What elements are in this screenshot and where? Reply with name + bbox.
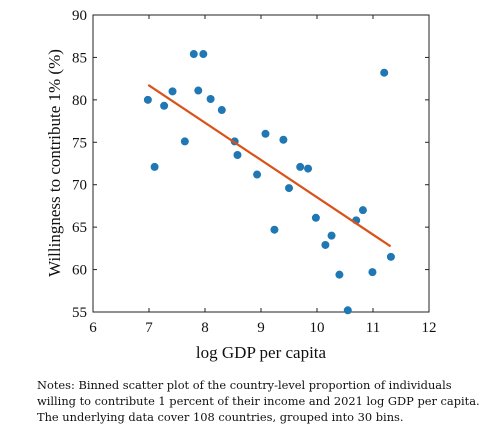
x-axis-ticks: 6 7 8 9 10 11 12 [89, 15, 437, 336]
data-point [199, 50, 208, 59]
data-point [160, 101, 169, 110]
x-tick-label: 7 [145, 320, 153, 336]
x-tick-label: 9 [257, 320, 265, 336]
data-point [380, 68, 389, 77]
y-tick-label: 60 [72, 263, 87, 279]
y-tick-label: 90 [72, 8, 87, 24]
y-tick-label: 85 [72, 50, 87, 66]
y-axis-label: Willingness to contribute 1% (%) [45, 49, 64, 277]
fit-line [147, 84, 391, 247]
y-tick-label: 80 [72, 93, 87, 109]
data-point [253, 170, 262, 179]
y-tick-label: 70 [72, 178, 87, 194]
fit-line-layer [147, 84, 391, 247]
x-tick-label: 12 [422, 320, 437, 336]
data-point [321, 240, 330, 249]
data-point [358, 206, 367, 215]
data-point [261, 129, 270, 138]
data-point [279, 135, 288, 144]
data-point [296, 162, 305, 171]
x-tick-label: 6 [89, 320, 97, 336]
plot-frame [92, 14, 430, 313]
x-tick-label: 8 [201, 320, 209, 336]
y-tick-label: 65 [72, 220, 87, 236]
scatter-plot: 6 7 8 9 10 11 12 55 60 65 70 75 80 85 90 log GDP per … [45, 8, 437, 362]
data-point [143, 95, 152, 104]
figure-caption: Notes: Binned scatter plot of the countr… [37, 378, 480, 424]
x-axis-label: log GDP per capita [196, 343, 327, 362]
y-axis-ticks: 55 60 65 70 75 80 85 90 [72, 8, 429, 321]
data-point [285, 184, 293, 193]
data-point [270, 225, 279, 234]
y-tick-label: 55 [72, 305, 87, 321]
x-tick-label: 10 [310, 320, 325, 336]
data-point [180, 137, 189, 146]
data-point [311, 213, 320, 222]
data-point [233, 151, 242, 160]
x-tick-label: 11 [366, 320, 380, 336]
data-points [143, 50, 395, 315]
data-point [304, 164, 313, 173]
data-point [343, 306, 352, 315]
data-point [368, 268, 377, 277]
y-tick-label: 75 [72, 135, 87, 151]
data-point [217, 106, 226, 115]
data-point [386, 252, 395, 261]
data-point [194, 86, 203, 95]
data-point [335, 270, 344, 279]
data-point [168, 87, 177, 96]
data-point [189, 50, 198, 59]
data-point [150, 162, 159, 171]
data-point [206, 95, 215, 104]
data-point [327, 231, 336, 240]
